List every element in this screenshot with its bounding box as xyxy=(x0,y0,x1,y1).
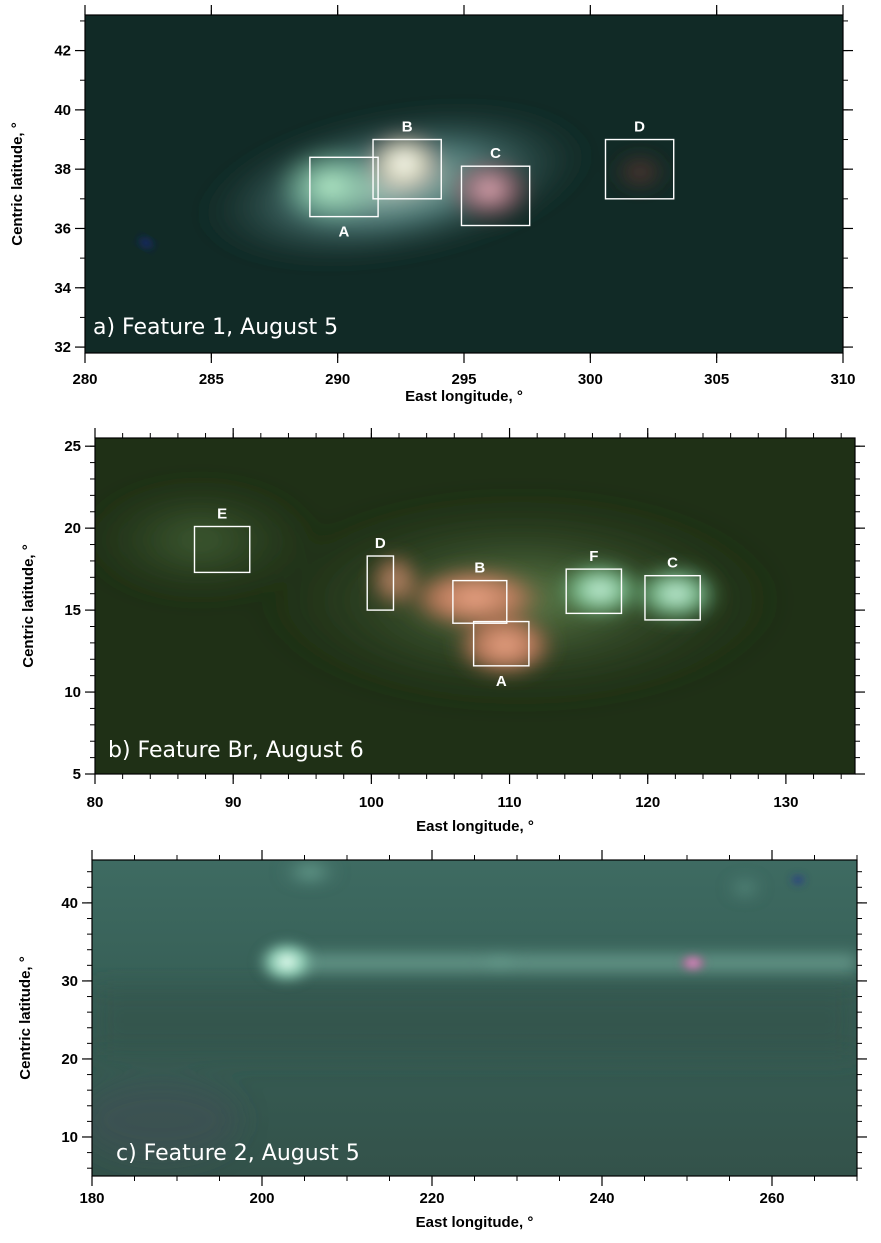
region-label-c: C xyxy=(667,555,678,572)
y-tick-label: 30 xyxy=(61,973,78,990)
pink-spot xyxy=(678,953,708,973)
bright-storm xyxy=(253,936,321,988)
x-tick-label: 240 xyxy=(589,1190,614,1207)
x-tick-label: 305 xyxy=(704,371,729,388)
x-tick-label: 130 xyxy=(773,794,798,811)
x-tick-label: 290 xyxy=(325,371,350,388)
x-tick-label: 80 xyxy=(87,794,104,811)
y-tick-label: 32 xyxy=(54,339,71,356)
panel-c-frame xyxy=(91,859,858,1177)
x-tick-label: 120 xyxy=(635,794,660,811)
y-axis-title: Centric latitude, ° xyxy=(20,544,37,668)
y-tick-label: 20 xyxy=(61,1051,78,1068)
region-label-e: E xyxy=(217,506,227,523)
y-axis-title: Centric latitude, ° xyxy=(9,122,26,246)
x-tick-label: 200 xyxy=(249,1190,274,1207)
region-box-f xyxy=(565,568,623,615)
region-label-b: B xyxy=(402,119,413,136)
panel-a: A B C D 280 285 290 295 300 305 310 32 34 36 38 40 42 Ea… xyxy=(9,5,856,405)
y-axis-title: Centric latitude, ° xyxy=(17,956,34,1080)
region-box-d xyxy=(366,555,395,611)
region-label-f: F xyxy=(589,548,598,565)
x-tick-label: 100 xyxy=(359,794,384,811)
panel-c-label: c) Feature 2, August 5 xyxy=(116,1141,360,1166)
region-label-d: D xyxy=(634,119,645,136)
region-label-c: C xyxy=(490,145,501,162)
x-tick-label: 280 xyxy=(72,371,97,388)
x-tick-label: 300 xyxy=(578,371,603,388)
y-tick-label: 40 xyxy=(61,895,78,912)
region-label-a: A xyxy=(339,224,350,241)
region-label-d: D xyxy=(375,535,386,552)
x-tick-label: 90 xyxy=(225,794,242,811)
panel-a-label: a) Feature 1, August 5 xyxy=(93,315,338,340)
x-axis-title: East longitude, ° xyxy=(416,1214,534,1231)
x-tick-label: 295 xyxy=(451,371,476,388)
y-tick-label: 5 xyxy=(73,766,81,783)
panel-b: E D B A F C 80 90 100 110 120 130 5 10 15 20 25 East lon… xyxy=(20,428,865,835)
x-tick-label: 110 xyxy=(497,794,521,811)
region-label-a: A xyxy=(496,673,507,690)
y-tick-label: 40 xyxy=(54,102,71,119)
y-tick-label: 25 xyxy=(64,438,81,455)
y-tick-label: 15 xyxy=(64,602,81,619)
region-box-a xyxy=(309,156,379,218)
region-box-c xyxy=(460,165,531,227)
panel-a-frame xyxy=(84,14,844,354)
panel-b-label: b) Feature Br, August 6 xyxy=(108,738,364,763)
panel-c: 180 200 220 240 260 10 20 30 40 East longitude, °… xyxy=(17,850,867,1231)
panel-c-image xyxy=(92,860,857,1176)
x-tick-label: 220 xyxy=(419,1190,444,1207)
x-axis-title: East longitude, ° xyxy=(405,388,523,405)
region-box-b xyxy=(372,138,442,200)
y-tick-label: 36 xyxy=(54,220,71,237)
blue-spot xyxy=(135,234,157,252)
x-tick-label: 285 xyxy=(199,371,224,388)
region-box-d xyxy=(604,138,675,200)
region-box-c xyxy=(644,574,701,621)
region-box-e xyxy=(193,525,251,574)
region-label-b: B xyxy=(474,560,485,577)
region-box-a xyxy=(472,620,530,667)
x-tick-label: 180 xyxy=(79,1190,104,1207)
y-tick-label: 42 xyxy=(54,43,71,60)
panel-b-image xyxy=(95,438,855,774)
region-box-b xyxy=(452,579,508,624)
y-tick-label: 34 xyxy=(54,280,71,297)
x-tick-label: 260 xyxy=(759,1190,784,1207)
x-tick-label: 310 xyxy=(830,371,855,388)
panel-a-image xyxy=(85,15,843,353)
y-tick-label: 10 xyxy=(61,1129,78,1146)
y-tick-label: 38 xyxy=(54,161,71,178)
y-tick-label: 10 xyxy=(64,684,81,701)
y-tick-label: 20 xyxy=(64,520,81,537)
panel-b-frame xyxy=(94,437,856,775)
x-axis-title: East longitude, ° xyxy=(416,818,534,835)
